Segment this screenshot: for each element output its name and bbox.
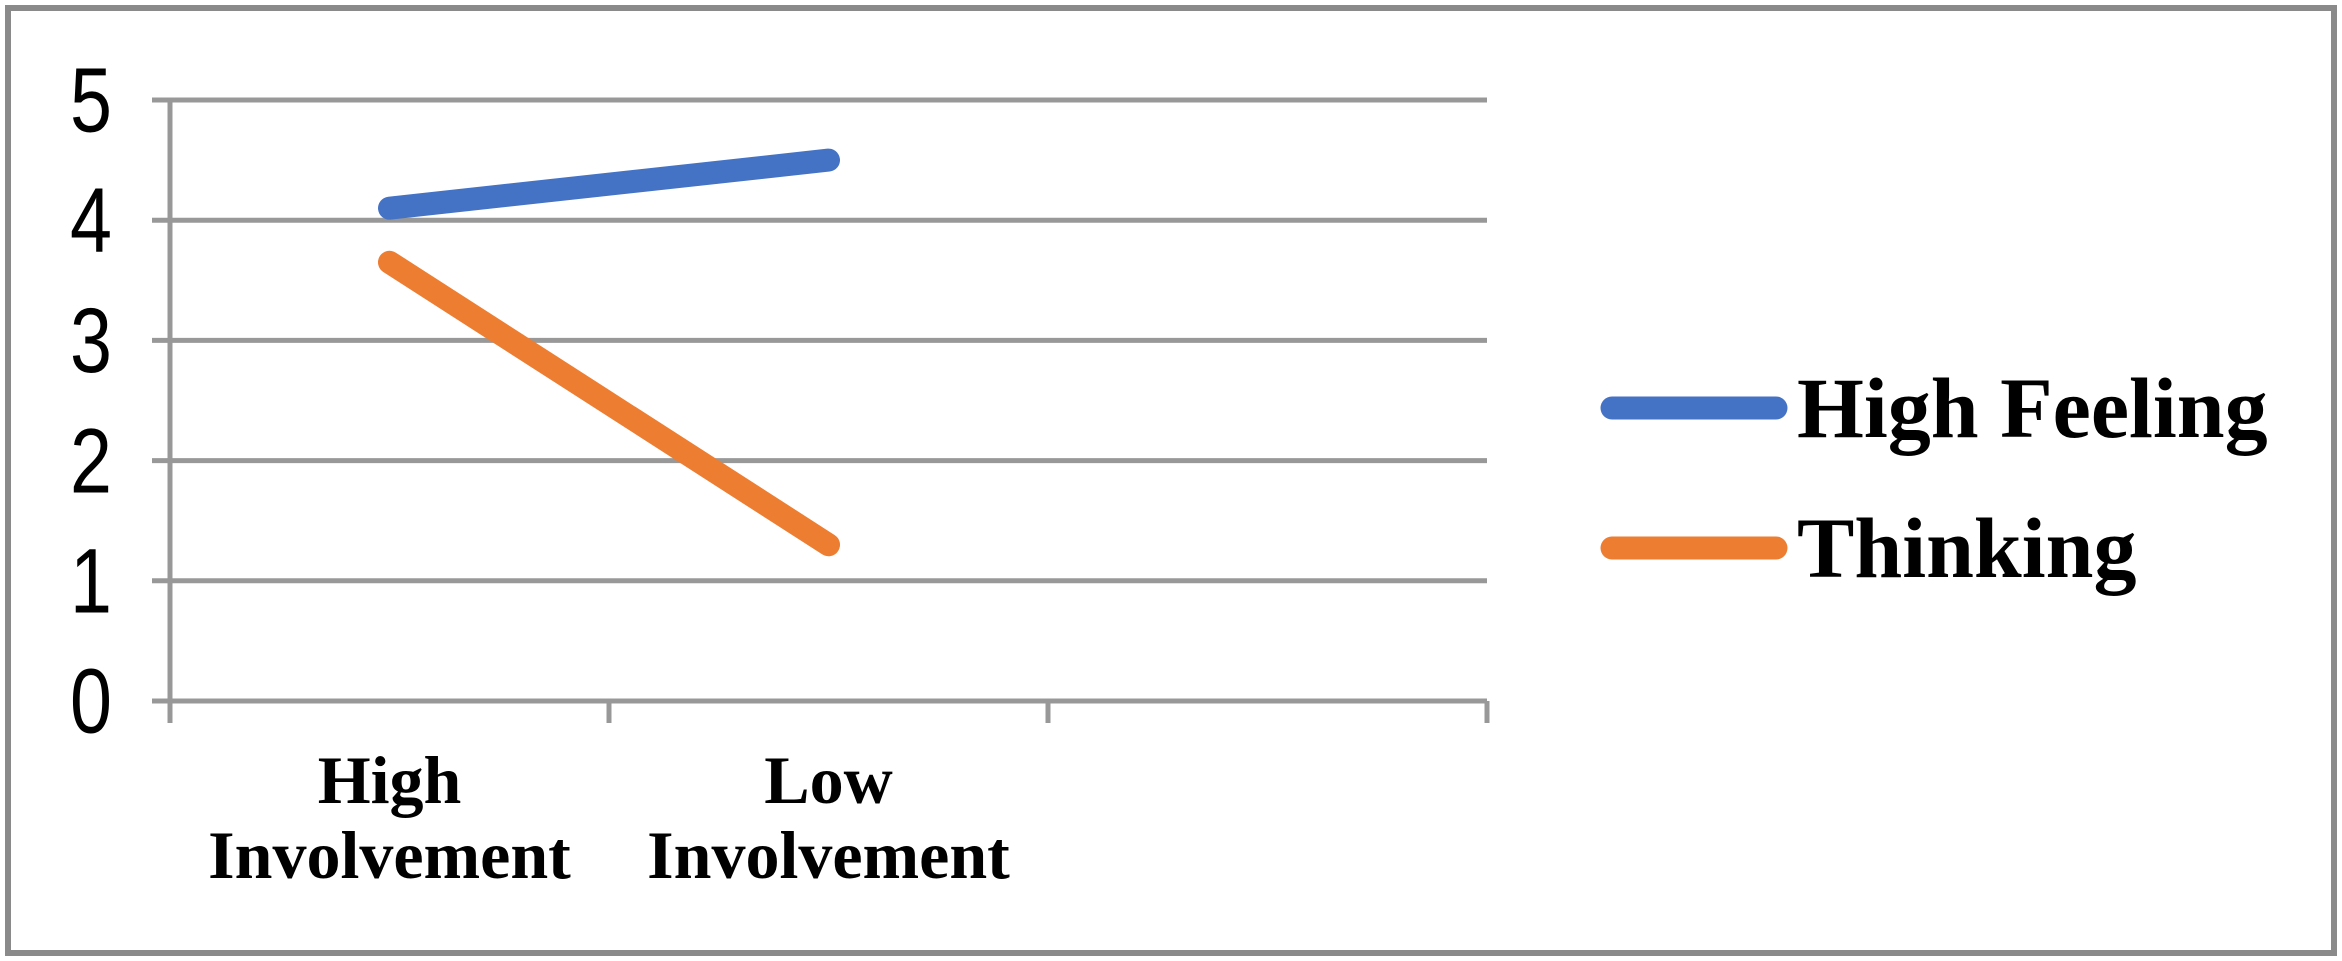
- x-category-labels: High Involvement Low Involvement: [208, 742, 1010, 893]
- gridlines: [152, 97, 1487, 704]
- y-tick-label-4: 4: [70, 169, 112, 272]
- image-border: [5, 5, 2337, 956]
- y-tick-labels: 0 1 2 3 4 5: [70, 49, 112, 753]
- y-tick-label-3: 3: [70, 289, 112, 392]
- series-line-high-feeling: [378, 148, 840, 220]
- series-lines: [378, 148, 840, 557]
- x-category-label: High Involvement: [208, 742, 571, 893]
- y-tick-label-1: 1: [70, 529, 112, 632]
- legend: High Feeling Thinking: [1600, 360, 2268, 596]
- legend-label: High Feeling: [1797, 360, 2268, 456]
- y-tick-label-5: 5: [70, 49, 112, 152]
- y-tick-label-0: 0: [70, 650, 112, 753]
- y-tick-label-2: 2: [70, 409, 112, 512]
- legend-label: Thinking: [1797, 500, 2136, 596]
- axes: [167, 100, 1490, 723]
- x-category-label: Low Involvement: [647, 742, 1010, 893]
- series-line-thinking: [378, 250, 840, 557]
